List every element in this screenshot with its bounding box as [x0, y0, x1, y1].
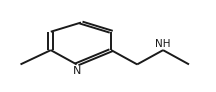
Text: NH: NH — [155, 39, 171, 49]
Text: N: N — [73, 66, 81, 76]
